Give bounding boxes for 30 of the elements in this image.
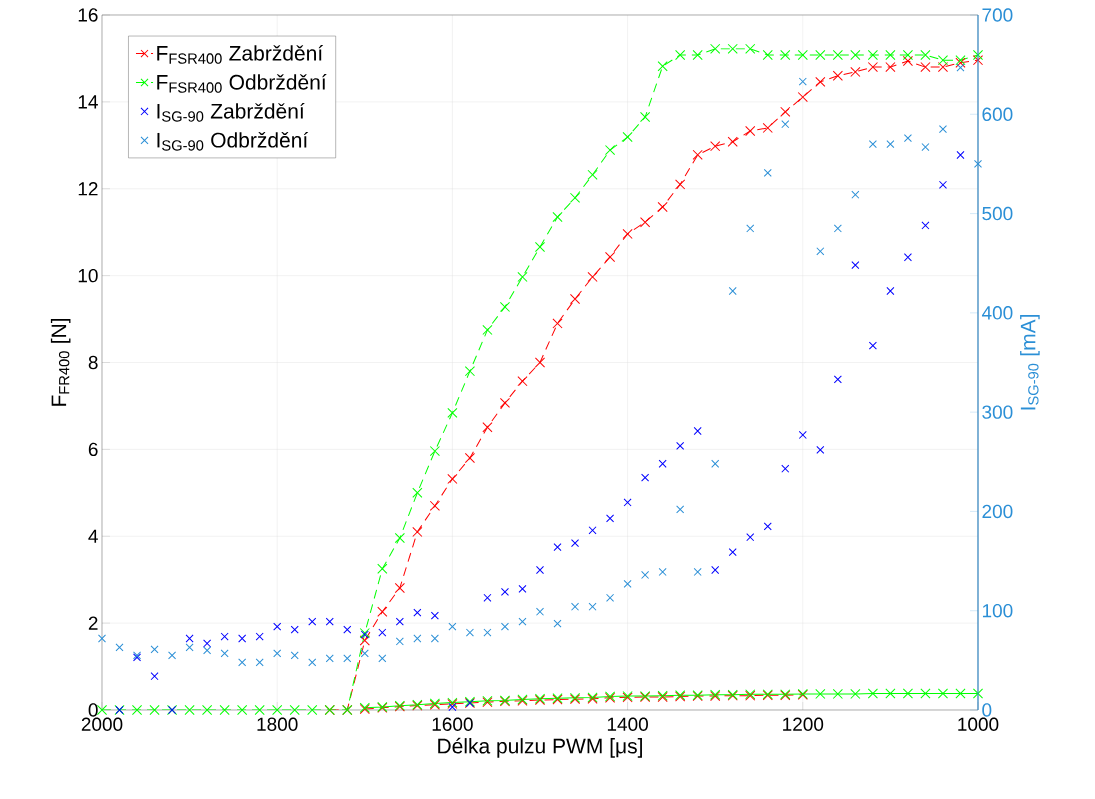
x-tick-label: 1800: [257, 717, 298, 731]
y2-tick-label: 0: [982, 703, 992, 717]
x-tick-label: 1200: [783, 717, 824, 731]
legend-label: F$_{FSR400}$ Odbrždění: [157, 74, 327, 93]
y2-tick-label: 700: [982, 8, 1013, 22]
y-tick-label: 8: [88, 355, 98, 370]
y2-tick-label: 300: [982, 405, 1013, 419]
y2-tick-label: 400: [981, 306, 1013, 320]
y-tick-label: 2: [88, 616, 98, 630]
y-tick-label: 0: [88, 703, 98, 717]
y2-tick-label: 500: [982, 206, 1013, 221]
x-tick-label: 2000: [81, 717, 123, 731]
y2-tick-label: 100: [982, 603, 1013, 618]
y-axis-title: F$_{FR400}$ [N]: [50, 318, 71, 406]
legend-label: F$_{FSR400}$ Zabrždění: [157, 45, 324, 64]
legend-label: I$_{SG-90}$ Zabrždění: [157, 102, 305, 122]
x-axis-title: Délka pulzu PWM [μs]: [438, 737, 642, 758]
y-tick-label: 4: [88, 529, 98, 543]
y2-axis-title: I$_{SG-90}$ [mA]: [1020, 315, 1040, 410]
y-tick-label: 12: [78, 182, 98, 196]
y-tick-label: 14: [78, 95, 98, 109]
legend-label: I$_{SG-90}$ Odbrždění: [157, 131, 309, 151]
x-tick-label: 1600: [432, 717, 473, 731]
y-tick-label: 6: [88, 442, 98, 457]
y-tick-label: 16: [78, 8, 98, 22]
x-tick-label: 1400: [607, 717, 648, 731]
x-tick-label: 1000: [958, 717, 999, 731]
y-tick-label: 10: [78, 268, 98, 283]
y2-tick-label: 200: [982, 504, 1013, 519]
y2-tick-label: 600: [982, 107, 1013, 122]
